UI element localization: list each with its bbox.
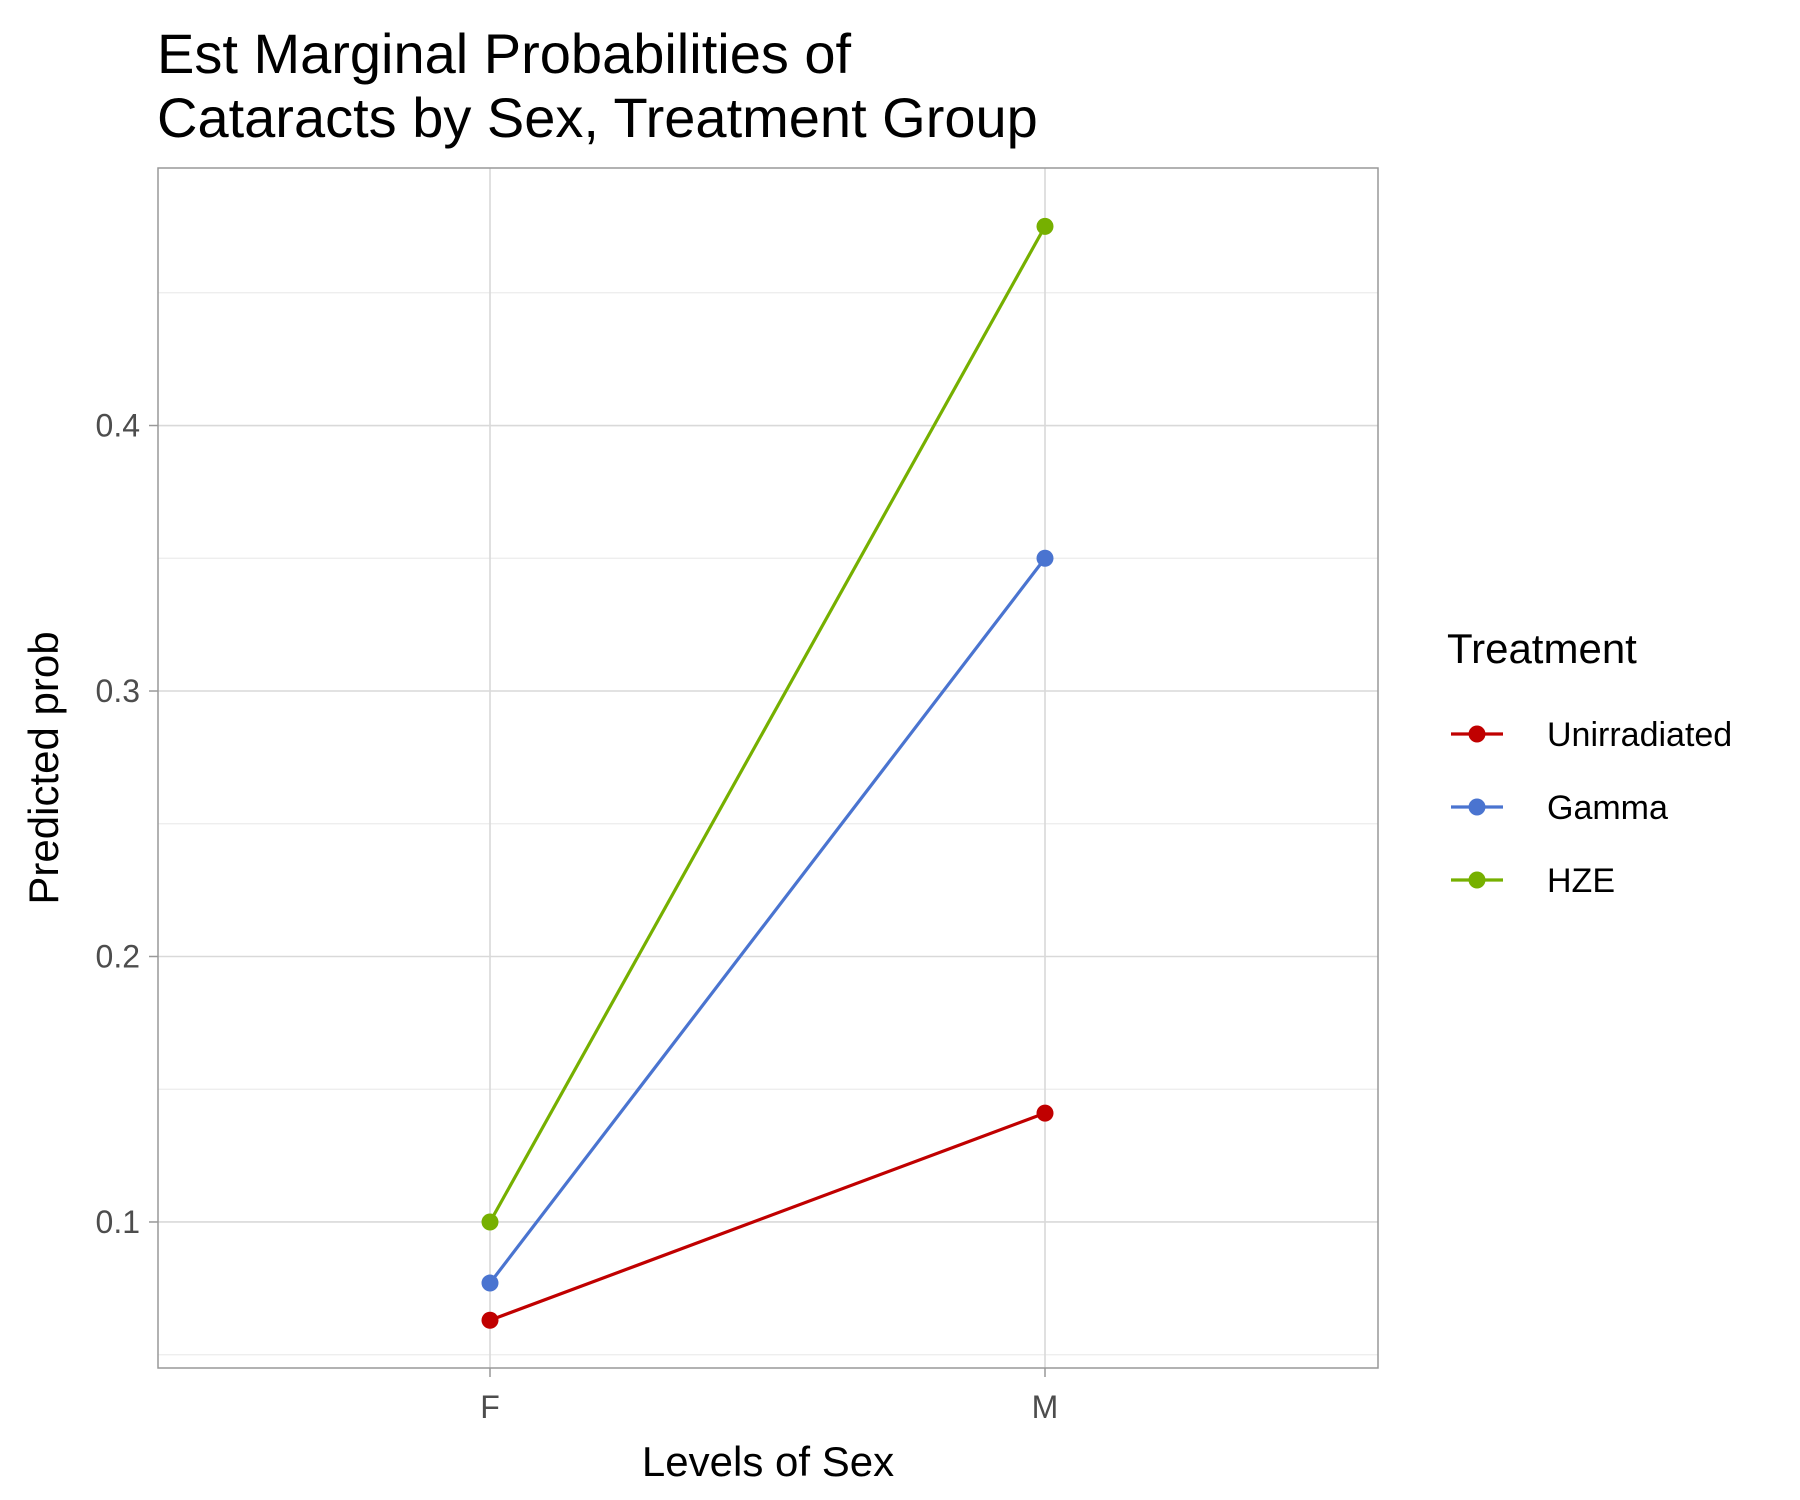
legend-key-gamma [1451,798,1503,816]
legend: Treatment Unirradiated Gamma HZE [1447,625,1732,900]
series-line-unirradiated [489,1111,1046,1322]
y-tick-label-0: 0.1 [96,1204,140,1240]
legend-label-unirradiated: Unirradiated [1547,716,1732,754]
x-tick-label-1: M [1032,1389,1059,1425]
legend-key-unirradiated [1451,725,1503,743]
series-unirradiated [481,1104,1054,1329]
legend-label-hze: HZE [1547,862,1615,900]
legend-label-gamma: Gamma [1547,789,1668,827]
y-tick-label-3: 0.4 [96,408,140,444]
legend-key-hze [1451,871,1503,889]
axis-ticks [149,424,1046,1377]
x-axis-title: Levels of Sex [642,1438,894,1485]
major-gridlines [158,168,1378,1368]
legend-key-point-hze [1468,871,1486,889]
series-layer [481,217,1054,1329]
y-axis-title: Predicted prob [20,631,67,904]
chart-title-line-2: Cataracts by Sex, Treatment Group [157,86,1038,149]
y-tick-label-1: 0.2 [96,938,140,974]
y-tick-labels: 0.1 0.2 0.3 0.4 [96,408,140,1240]
data-point-hze-m [1036,217,1054,235]
legend-key-point-gamma [1468,798,1486,816]
legend-title: Treatment [1447,625,1637,672]
series-line-hze [488,225,1047,1223]
data-point-unirradiated-f [481,1311,499,1329]
x-tick-label-0: F [480,1389,500,1425]
data-point-unirradiated-m [1036,1104,1054,1122]
minor-gridlines [158,292,1378,1356]
series-line-gamma [488,557,1047,1285]
data-point-gamma-m [1036,549,1054,567]
plot-panel-border [157,167,1379,1369]
y-tick-label-2: 0.3 [96,673,140,709]
chart-title-line-1: Est Marginal Probabilities of [157,22,852,85]
legend-key-point-unirradiated [1468,725,1486,743]
series-gamma [481,549,1054,1292]
series-hze [481,217,1054,1231]
data-point-gamma-f [481,1274,499,1292]
data-point-hze-f [481,1213,499,1231]
